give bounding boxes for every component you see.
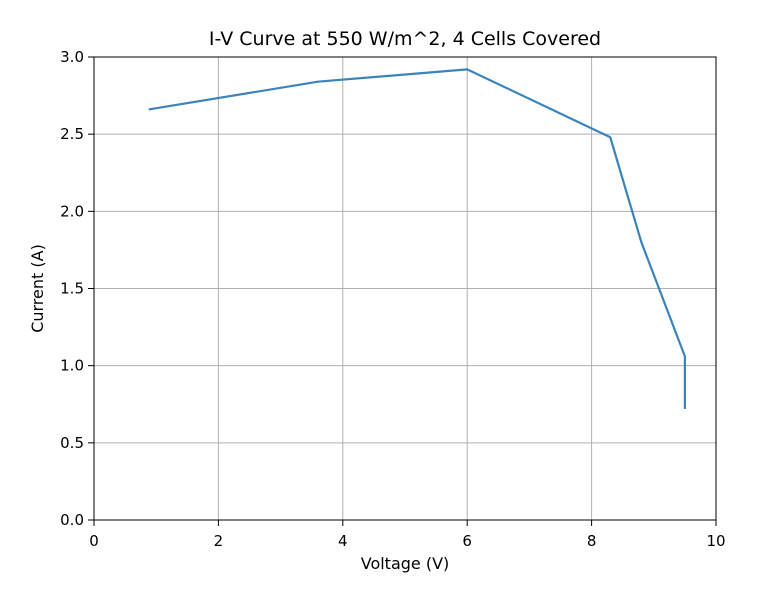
grid-lines [93, 56, 717, 521]
y-axis-title: Current (A) [28, 244, 47, 333]
x-tick-label: 2 [214, 532, 224, 550]
y-tick-label: 1.5 [60, 280, 84, 298]
x-tick-label: 0 [89, 532, 99, 550]
x-tick-label: 8 [587, 532, 597, 550]
iv-curve-line [148, 68, 687, 409]
y-tick-label: 2.5 [60, 125, 84, 143]
y-tick-label: 1.0 [60, 357, 84, 375]
series-layer [148, 68, 687, 409]
x-tick-label: 4 [338, 532, 348, 550]
y-tick-label: 0.5 [60, 434, 84, 452]
axis-ticks [88, 56, 717, 526]
y-tick-label: 3.0 [60, 48, 84, 66]
x-tick-label: 10 [706, 532, 725, 550]
y-tick-label: 0.0 [60, 511, 84, 529]
x-tick-label: 6 [462, 532, 472, 550]
y-tick-label: 2.0 [60, 202, 84, 220]
chart-title: I-V Curve at 550 W/m^2, 4 Cells Covered [209, 28, 601, 50]
tick-labels: 0 2 4 6 8 10 0.0 0.5 1.0 1.5 2.0 2.5 3.0 [60, 48, 725, 550]
x-axis-title: Voltage (V) [361, 554, 450, 573]
